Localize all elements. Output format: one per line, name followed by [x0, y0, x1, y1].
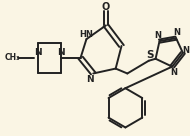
Text: N: N — [57, 48, 65, 57]
Text: S: S — [146, 50, 154, 60]
Text: N: N — [86, 75, 94, 84]
Text: N: N — [154, 31, 161, 40]
Text: N: N — [182, 46, 189, 55]
Text: HN: HN — [79, 30, 93, 39]
Text: N: N — [34, 48, 42, 57]
Text: N: N — [171, 68, 178, 77]
Text: CH₃: CH₃ — [5, 53, 20, 62]
Text: N: N — [173, 28, 180, 37]
Text: O: O — [102, 2, 110, 12]
